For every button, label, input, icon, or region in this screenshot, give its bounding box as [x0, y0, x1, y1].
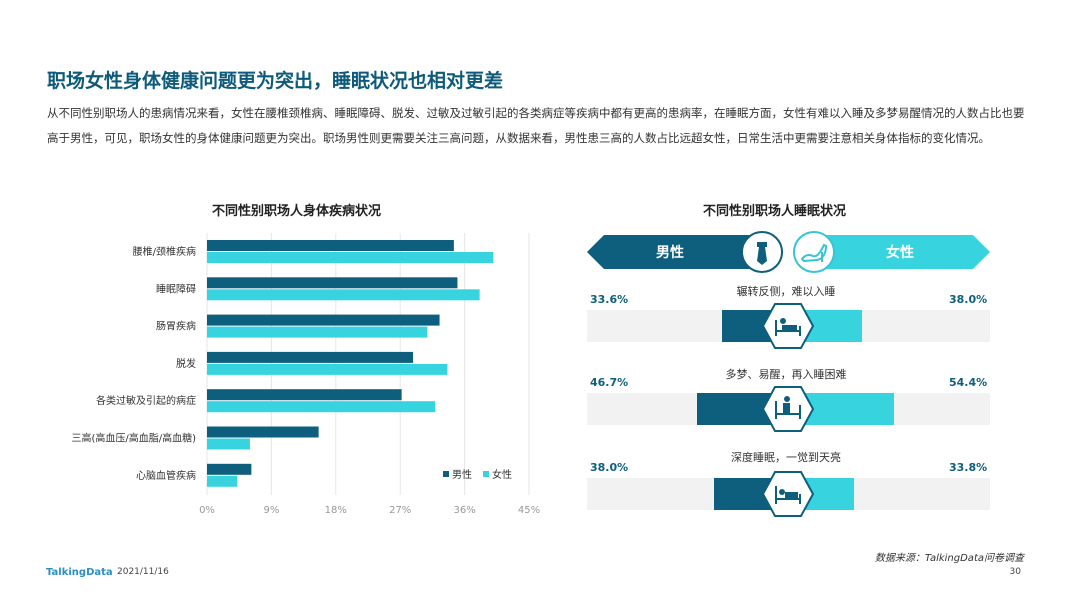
legend-swatch — [483, 471, 489, 477]
sleep-row-2-label: 多梦、易醒，再入睡困难 — [725, 368, 847, 381]
disease-chart-title: 不同性别职场人身体疾病状况 — [212, 204, 382, 219]
male-bar — [207, 389, 402, 401]
legend-swatch — [443, 471, 449, 477]
male-bar — [207, 463, 252, 475]
female-bar — [207, 326, 428, 338]
female-bar — [207, 475, 238, 487]
category-label: 心脑血管疾病 — [136, 469, 196, 482]
page-number: 30 — [1009, 567, 1021, 577]
male-tie-icon — [741, 231, 783, 273]
female-banner — [805, 235, 990, 269]
sleep-row-1-female-pct: 38.0% — [949, 293, 988, 306]
male-bar — [207, 314, 440, 326]
sleep-row-3-male-pct: 38.0% — [590, 461, 629, 474]
x-tick-label: 9% — [263, 505, 279, 516]
category-label: 睡眠障碍 — [156, 282, 196, 295]
report-date: 2021/11/16 — [117, 567, 169, 577]
disease-bar-chart: 0% 9% 18% 27% 36% 45% 腰椎/颈椎疾病睡眠障碍肠胃疾病脱发各类过敏及引起… — [71, 233, 540, 516]
male-banner-label: 男性 — [656, 245, 684, 261]
x-tick-label: 27% — [389, 505, 411, 516]
sleep-row-2-male-pct: 46.7% — [590, 376, 629, 389]
category-label: 脱发 — [176, 357, 196, 370]
bed-restless-icon — [761, 386, 815, 432]
x-tick-label: 36% — [453, 505, 475, 516]
sleep-row-1-male-pct: 33.6% — [590, 293, 629, 306]
sleep-row-3-label: 深度睡眠，一觉到天亮 — [731, 451, 841, 464]
page-description: 从不同性别职场人的患病情况来看，女性在腰椎颈椎病、睡眠障碍、脱发、过敏及过敏引起… — [47, 106, 1025, 145]
female-bar — [207, 289, 480, 301]
bed-awake-icon — [761, 303, 815, 349]
female-bar — [207, 401, 436, 413]
male-bar — [207, 240, 454, 251]
sleep-row-2-female-pct: 54.4% — [949, 376, 988, 389]
x-tick-label: 45% — [518, 505, 540, 516]
male-bar — [207, 351, 414, 363]
legend-label: 男性 — [452, 468, 472, 481]
data-source: 数据来源：TalkingData问卷调查 — [874, 553, 1024, 564]
female-banner-label: 女性 — [886, 245, 914, 261]
page-title: 职场女性身体健康问题更为突出，睡眠状况也相对更差 — [47, 70, 504, 92]
female-bar — [207, 252, 494, 263]
female-bar — [207, 438, 250, 450]
male-bar — [207, 426, 319, 438]
bed-sleeping-icon — [761, 471, 815, 517]
category-label: 各类过敏及引起的病症 — [96, 394, 196, 407]
category-label: 腰椎/颈椎疾病 — [133, 245, 196, 258]
sleep-chart-title: 不同性别职场人睡眠状况 — [703, 204, 847, 219]
female-heel-icon — [793, 231, 835, 273]
category-label: 三高(高血压/高血脂/高血糖) — [71, 432, 196, 445]
category-label: 肠胃疾病 — [156, 320, 196, 333]
brand-logo: TalkingData — [46, 567, 113, 578]
male-bar — [207, 277, 458, 289]
female-bar — [207, 363, 448, 375]
male-banner — [587, 235, 757, 269]
legend-label: 女性 — [492, 468, 512, 481]
sleep-row-1-label: 辗转反侧，难以入睡 — [736, 285, 836, 298]
x-tick-label: 0% — [199, 505, 215, 516]
sleep-row-3-female-pct: 33.8% — [949, 461, 988, 474]
x-tick-label: 18% — [325, 505, 347, 516]
